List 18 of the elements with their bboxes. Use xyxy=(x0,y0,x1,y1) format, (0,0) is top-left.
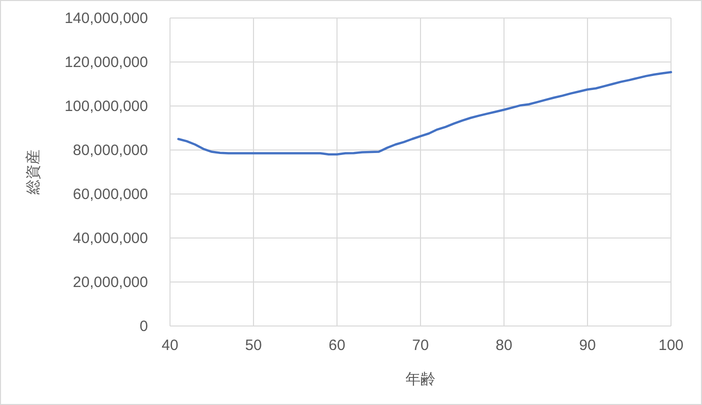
y-tick-label: 60,000,000 xyxy=(72,186,148,203)
y-axis-title: 総資産 xyxy=(25,150,42,196)
x-tick-label: 50 xyxy=(245,337,262,354)
x-tick-label: 70 xyxy=(412,337,429,354)
y-tick-label: 80,000,000 xyxy=(72,142,148,159)
y-tick-label: 40,000,000 xyxy=(72,230,148,247)
y-tick-label: 140,000,000 xyxy=(64,10,148,27)
x-tick-label: 100 xyxy=(658,337,684,354)
x-tick-label: 60 xyxy=(328,337,346,354)
y-tick-label: 0 xyxy=(140,318,148,335)
y-tick-label: 100,000,000 xyxy=(64,98,148,115)
x-tick-label: 80 xyxy=(496,337,512,354)
line-series xyxy=(177,70,672,156)
x-axis-title: 年齢 xyxy=(406,371,436,388)
x-tick-label: 40 xyxy=(162,337,178,354)
x-tick-label: 90 xyxy=(579,337,596,354)
y-tick-label: 20,000,000 xyxy=(72,274,148,291)
y-tick-label: 120,000,000 xyxy=(64,54,148,71)
